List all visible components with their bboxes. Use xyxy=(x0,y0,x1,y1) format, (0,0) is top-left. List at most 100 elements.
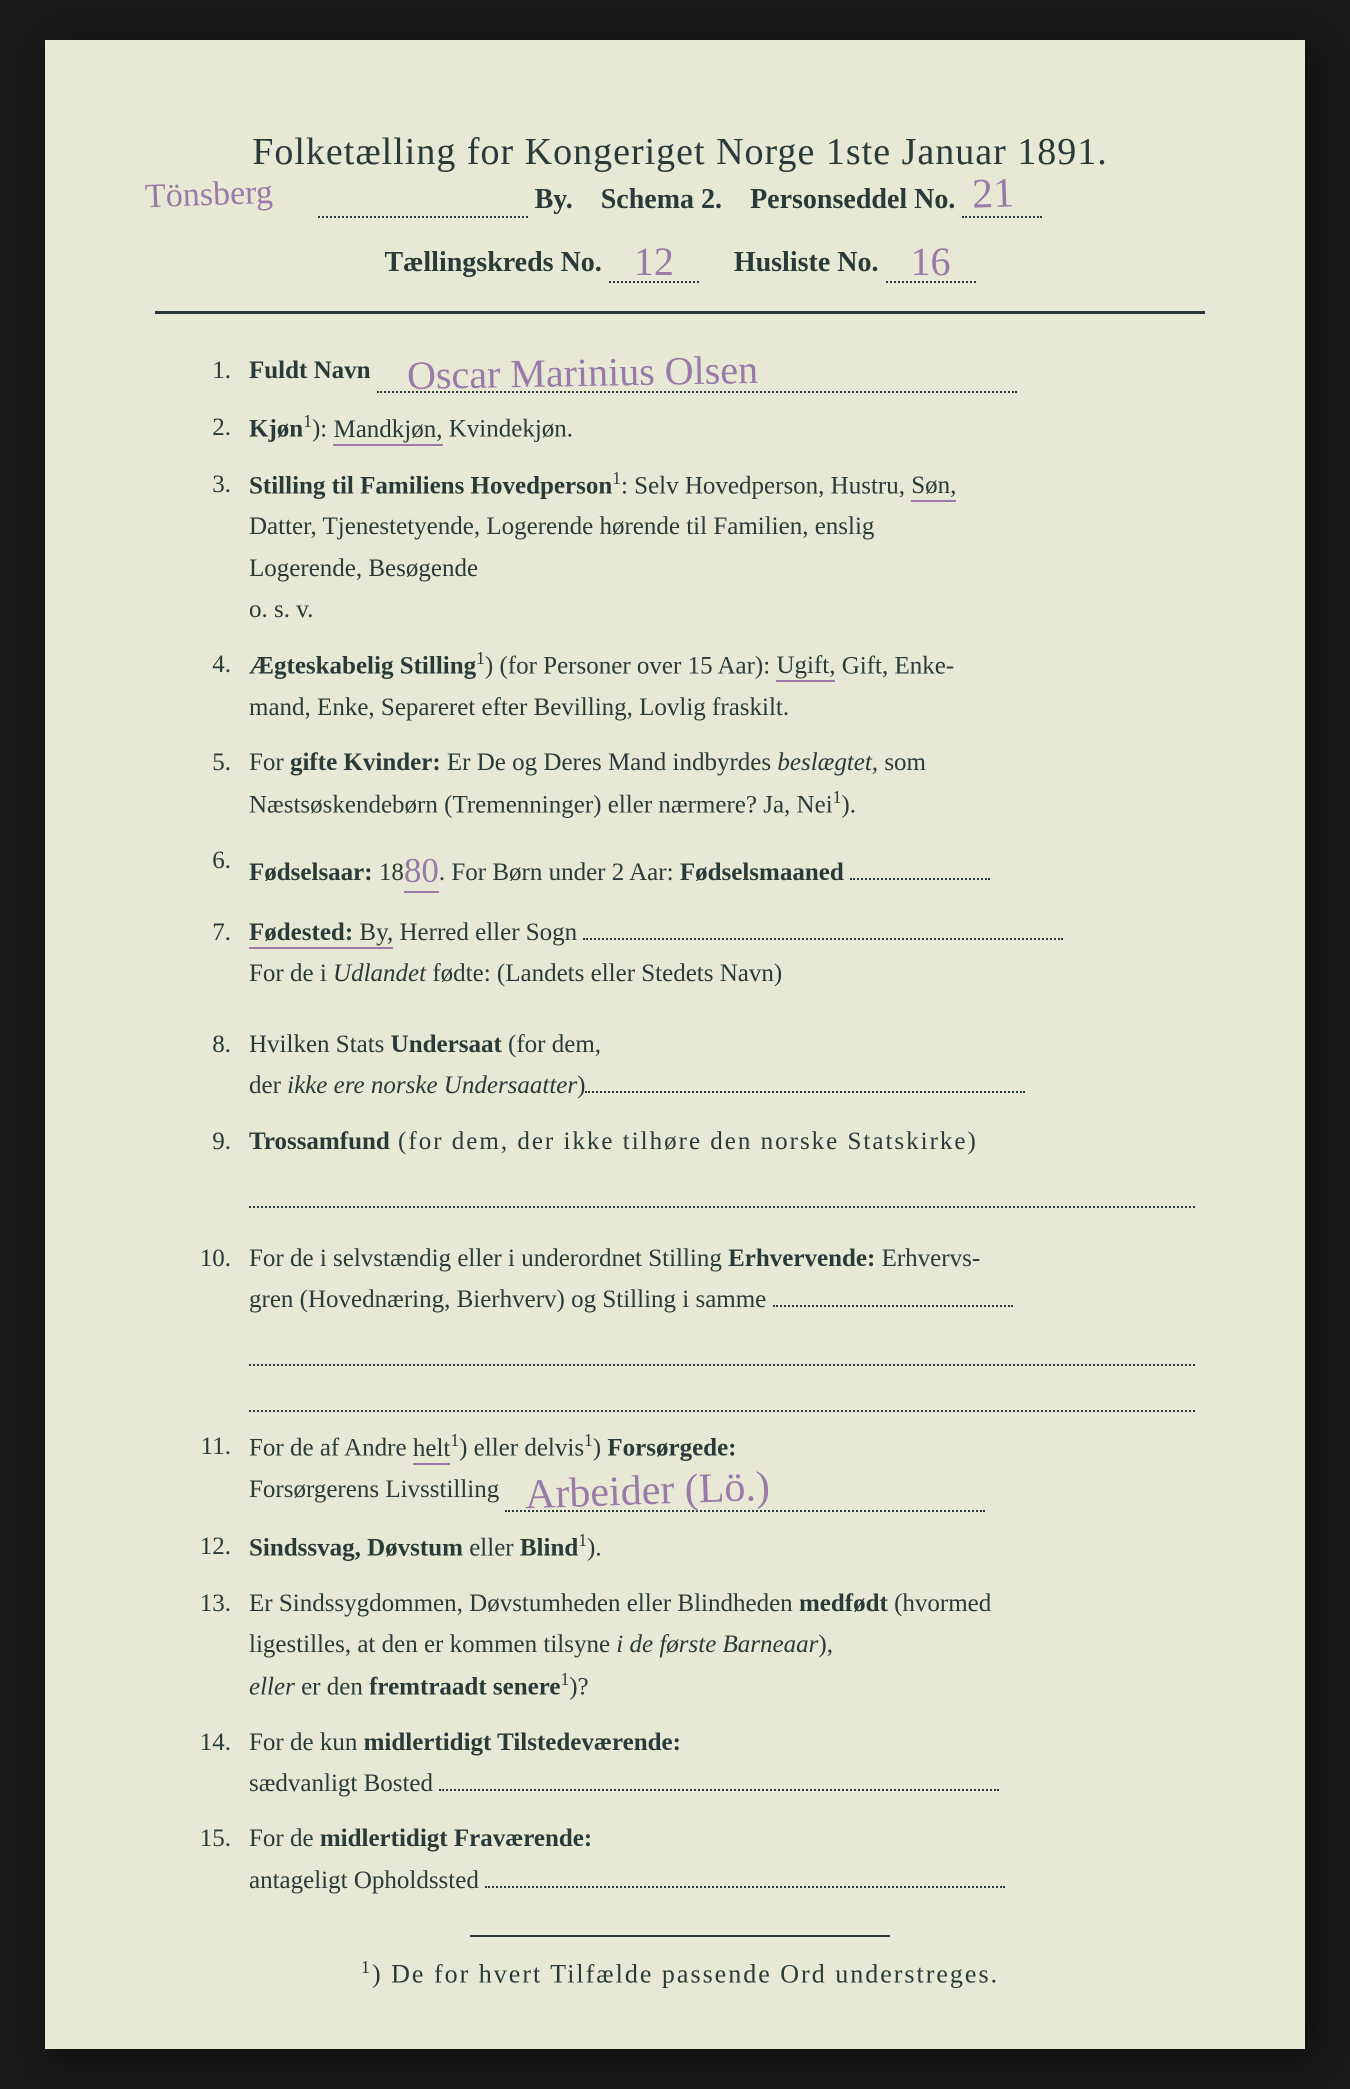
label-fodested: Fødested: xyxy=(249,919,353,949)
option-helt: helt xyxy=(413,1435,451,1465)
item-body: Kjøn1): Mandkjøn, Kvindekjøn. xyxy=(249,407,1195,450)
item-number: 1. xyxy=(185,350,249,393)
item-number: 14. xyxy=(185,1722,249,1805)
label-aegteskab: Ægteskabelig Stilling xyxy=(249,652,476,679)
label-gifte-kvinder: gifte Kvinder: xyxy=(290,749,441,776)
item-6: 6. Fødselsaar: 1880. For Børn under 2 Aa… xyxy=(185,840,1195,898)
footnote-sup: 1 xyxy=(361,1957,372,1977)
handwritten-person-no: 21 xyxy=(972,169,1016,218)
item-3: 3. Stilling til Familiens Hovedperson1: … xyxy=(185,464,1195,630)
text-10-3: gren (Hovednæring, Bierhverv) og Stillin… xyxy=(249,1286,766,1313)
text-11-1: For de af Andre xyxy=(249,1435,413,1462)
item-number: 10. xyxy=(185,1238,249,1413)
text-13-1: Er Sindssygdommen, Døvstumheden eller Bl… xyxy=(249,1590,799,1617)
ital-ikke-norske: ikke ere norske Undersaatter xyxy=(287,1072,577,1099)
item-5: 5. For gifte Kvinder: Er De og Deres Man… xyxy=(185,742,1195,826)
text-3-1: : Selv Hovedperson, Hustru, xyxy=(621,472,911,499)
item-body: Fuldt Navn Oscar Marinius Olsen xyxy=(249,350,1195,393)
undersaat-blank xyxy=(585,1091,1025,1093)
item-number: 13. xyxy=(185,1583,249,1708)
text-8-3: der xyxy=(249,1072,287,1099)
item-9: 9. Trossamfund (for dem, der ikke tilhør… xyxy=(185,1121,1195,1208)
label-erhvervende: Erhvervende: xyxy=(728,1245,875,1272)
item-body: For de i selvstændig eller i underordnet… xyxy=(249,1238,1195,1413)
taellingskreds-label: Tællingskreds No. xyxy=(384,247,601,278)
text-3-2: Datter, Tjenestetyende, Logerende hørend… xyxy=(249,513,874,540)
text-12-1: eller xyxy=(463,1534,520,1561)
item-14: 14. For de kun midlertidigt Tilstedevære… xyxy=(185,1722,1195,1805)
item-body: Hvilken Stats Undersaat (for dem, der ik… xyxy=(249,1024,1195,1107)
item-body: Trossamfund (for dem, der ikke tilhøre d… xyxy=(249,1121,1195,1208)
text-5-2: Er De og Deres Mand indbyrdes xyxy=(441,749,778,776)
erhverv-line2 xyxy=(249,1326,1195,1366)
form-items: 1. Fuldt Navn Oscar Marinius Olsen 2. Kj… xyxy=(155,350,1205,1901)
item-body: For gifte Kvinder: Er De og Deres Mand i… xyxy=(249,742,1195,826)
label-kjon: Kjøn xyxy=(249,416,303,443)
form-header: Folketælling for Kongeriget Norge 1ste J… xyxy=(155,130,1205,283)
item-body: Fødselsaar: 1880. For Børn under 2 Aar: … xyxy=(249,840,1195,898)
by-label: By. xyxy=(535,184,573,215)
item-number: 7. xyxy=(185,912,249,995)
item-10: 10. For de i selvstændig eller i underor… xyxy=(185,1238,1195,1413)
label-sindssvag: Sindssvag, Døvstum xyxy=(249,1534,463,1561)
item-number: 15. xyxy=(185,1818,249,1901)
handwritten-arbeider: Arbeider (Lö.) xyxy=(524,1453,771,1531)
item-13: 13. Er Sindssygdommen, Døvstumheden elle… xyxy=(185,1583,1195,1708)
personseddel-label: Personseddel No. xyxy=(750,184,955,215)
option-by: By, xyxy=(353,919,393,949)
husliste-label: Husliste No. xyxy=(734,247,879,278)
ital-barneaar: i de første Barneaar xyxy=(616,1631,818,1658)
text-13-4: ), xyxy=(818,1631,833,1658)
sup-1: 1 xyxy=(612,468,621,488)
label-fodselsaar: Fødselsaar: xyxy=(249,859,373,886)
text-10-2: Erhvervs- xyxy=(875,1245,980,1272)
schema-label: Schema 2. xyxy=(601,184,722,215)
text-8-1: Hvilken Stats xyxy=(249,1031,391,1058)
handwritten-kreds-no: 12 xyxy=(634,238,674,285)
item-number: 5. xyxy=(185,742,249,826)
sup-1b: 1 xyxy=(584,1430,593,1450)
ital-udlandet: Udlandet xyxy=(333,960,426,987)
text-8-4: ) xyxy=(577,1072,585,1099)
option-kvindekjon: Kvindekjøn. xyxy=(443,416,574,443)
item-body: For de midlertidigt Fraværende: antageli… xyxy=(249,1818,1195,1901)
item-body: Er Sindssygdommen, Døvstumheden eller Bl… xyxy=(249,1583,1195,1708)
item-body: Ægteskabelig Stilling1) (for Personer ov… xyxy=(249,644,1195,728)
text-4-3: mand, Enke, Separeret efter Bevilling, L… xyxy=(249,694,789,721)
census-form-page: Folketælling for Kongeriget Norge 1ste J… xyxy=(45,40,1305,2049)
label-fremtraadt: fremtraadt senere xyxy=(369,1674,560,1701)
label-medfodt: medfødt xyxy=(799,1590,888,1617)
sup-1: 1 xyxy=(578,1530,587,1550)
item-number: 9. xyxy=(185,1121,249,1208)
item-8: 8. Hvilken Stats Undersaat (for dem, der… xyxy=(185,1024,1195,1107)
label-tilstede: midlertidigt Tilstedeværende: xyxy=(364,1729,681,1756)
text-5-5: ). xyxy=(841,792,856,819)
livsstilling-blank: Arbeider (Lö.) xyxy=(505,1469,985,1512)
item-body: For de af Andre helt1) eller delvis1) Fo… xyxy=(249,1426,1195,1512)
ital-eller: eller xyxy=(249,1674,295,1701)
item-15: 15. For de midlertidigt Fraværende: anta… xyxy=(185,1818,1195,1901)
text-7-3: fødte: (Landets eller Stedets Navn) xyxy=(426,960,782,987)
sup-1: 1 xyxy=(560,1669,569,1689)
text-7-2: For de i xyxy=(249,960,333,987)
person-no-blank: 21 xyxy=(962,184,1042,218)
option-son: Søn, xyxy=(911,472,956,502)
handwritten-husliste-no: 16 xyxy=(911,238,951,285)
item-body: For de kun midlertidigt Tilstedeværende:… xyxy=(249,1722,1195,1805)
header-divider xyxy=(155,311,1205,314)
text-3-4: o. s. v. xyxy=(249,596,313,623)
erhverv-blank xyxy=(773,1305,1013,1307)
year-prefix: 18 xyxy=(373,859,404,886)
footnote-divider xyxy=(470,1935,890,1937)
bosted-blank xyxy=(439,1789,999,1791)
ital-beslaegtet: beslægtet, xyxy=(777,749,878,776)
footnote: 1) De for hvert Tilfælde passende Ord un… xyxy=(155,1957,1205,1990)
text-15-2: antageligt Opholdssted xyxy=(249,1867,479,1894)
item-number: 11. xyxy=(185,1426,249,1512)
item-4: 4. Ægteskabelig Stilling1) (for Personer… xyxy=(185,644,1195,728)
text-5-1: For xyxy=(249,749,290,776)
sup-1: 1 xyxy=(450,1430,459,1450)
handwritten-city: Tönsberg xyxy=(144,174,273,216)
text-13-5: er den xyxy=(295,1674,369,1701)
text-5-3: som xyxy=(878,749,926,776)
